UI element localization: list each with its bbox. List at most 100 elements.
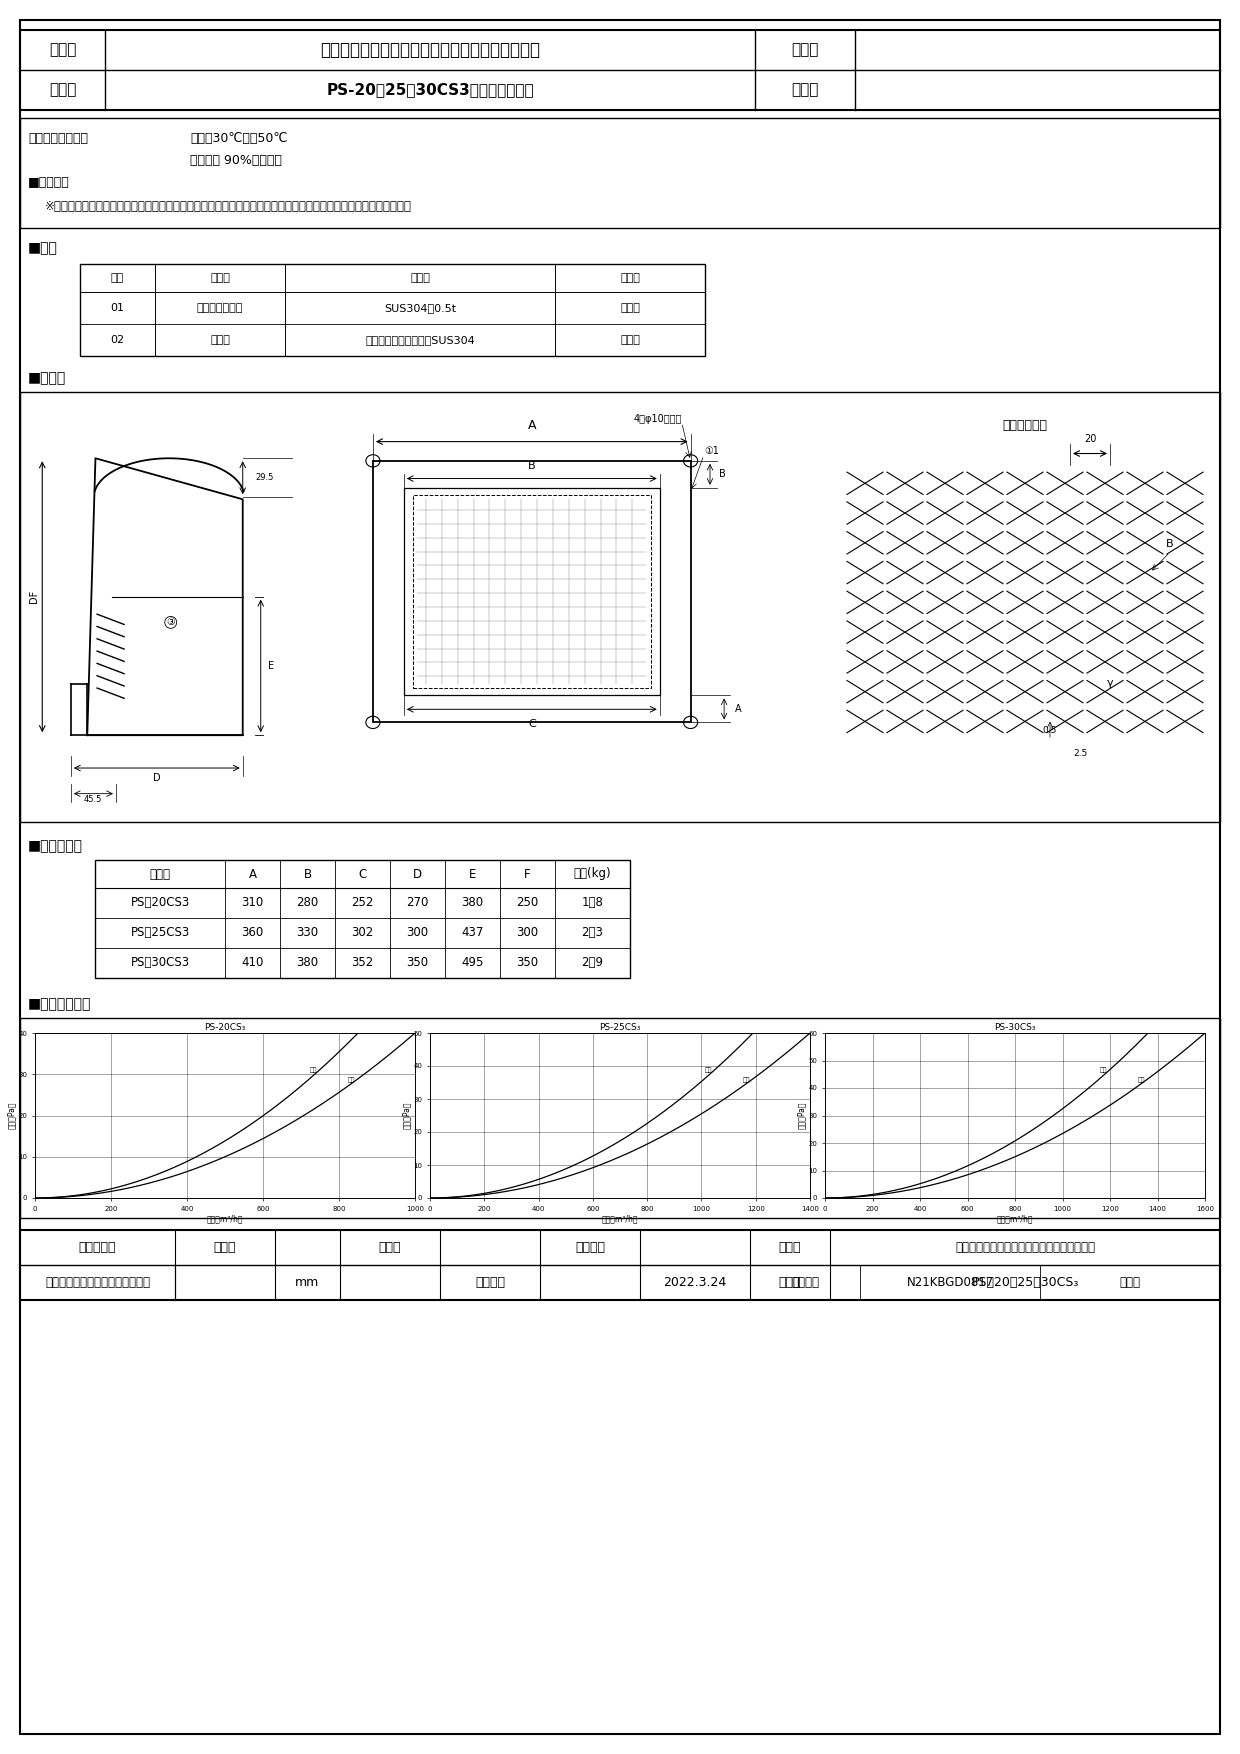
Text: 02: 02 xyxy=(110,335,124,346)
Text: 2．9: 2．9 xyxy=(582,956,604,970)
Text: ■圧力損失特性: ■圧力損失特性 xyxy=(29,996,92,1010)
Text: ■外形図: ■外形図 xyxy=(29,372,66,384)
Bar xyxy=(95,859,630,979)
Text: 350: 350 xyxy=(407,956,429,970)
Text: F: F xyxy=(525,868,531,881)
Text: 非比例尺: 非比例尺 xyxy=(475,1275,505,1289)
Text: 台　数: 台 数 xyxy=(791,42,818,58)
Text: 整理番号: 整理番号 xyxy=(791,1275,818,1289)
Text: 排気: 排気 xyxy=(310,1068,317,1073)
Text: 437: 437 xyxy=(461,926,484,940)
Text: B: B xyxy=(1166,538,1174,549)
Text: 品番: 品番 xyxy=(110,274,124,282)
Text: ※この商品は日本国内用ですので日本国外では使用できません。また日本国外ではアフターサービスもできません。: ※この商品は日本国内用ですので日本国外では使用できません。また日本国外ではアフタ… xyxy=(45,200,412,212)
Text: 280: 280 xyxy=(296,896,319,910)
Y-axis label: 静圧（Pa）: 静圧（Pa） xyxy=(6,1102,16,1130)
Text: 01: 01 xyxy=(110,303,124,312)
Title: PS-20CS₃: PS-20CS₃ xyxy=(205,1023,246,1031)
Text: DF: DF xyxy=(29,589,40,603)
Y-axis label: 静圧（Pa）: 静圧（Pa） xyxy=(402,1102,410,1130)
X-axis label: 風量（m³/h）: 風量（m³/h） xyxy=(601,1214,639,1224)
Text: ①1: ①1 xyxy=(704,446,719,456)
Bar xyxy=(404,488,660,696)
Text: C: C xyxy=(358,868,367,881)
Text: 給気: 給気 xyxy=(1138,1077,1146,1082)
Text: D: D xyxy=(413,868,422,881)
Text: 360: 360 xyxy=(242,926,264,940)
Text: 2．3: 2．3 xyxy=(582,926,604,940)
Text: ■注意事項: ■注意事項 xyxy=(29,177,69,189)
Bar xyxy=(20,1230,1220,1300)
Text: 仕様書: 仕様書 xyxy=(1120,1275,1141,1289)
Text: 相対湿度 90%以下屋外: 相対湿度 90%以下屋外 xyxy=(190,154,281,167)
Text: A: A xyxy=(248,868,257,881)
Text: PS－20CS3: PS－20CS3 xyxy=(130,896,190,910)
Text: 記　号: 記 号 xyxy=(791,82,818,98)
Text: ■仕様: ■仕様 xyxy=(29,240,58,254)
Text: 250: 250 xyxy=(516,896,538,910)
Text: C: C xyxy=(528,719,536,728)
Text: 330: 330 xyxy=(296,926,319,940)
Text: SUS304　0.5t: SUS304 0.5t xyxy=(384,303,456,312)
Text: PS-20・25・30CS3（標準タイプ）: PS-20・25・30CS3（標準タイプ） xyxy=(326,82,533,98)
Text: 第３角図法: 第３角図法 xyxy=(79,1242,117,1254)
Text: E: E xyxy=(268,661,274,672)
Text: 310: 310 xyxy=(242,896,264,910)
Text: 給気: 給気 xyxy=(348,1077,356,1082)
Text: A: A xyxy=(527,419,536,431)
Text: PS－25CS3: PS－25CS3 xyxy=(130,926,190,940)
Text: PS－20・25・30CS₃: PS－20・25・30CS₃ xyxy=(971,1275,1079,1289)
Bar xyxy=(20,30,1220,111)
Bar xyxy=(20,118,1220,228)
Text: 作成日付: 作成日付 xyxy=(575,1242,605,1254)
Text: 尺　度: 尺 度 xyxy=(378,1242,402,1254)
Text: 形　名: 形 名 xyxy=(150,868,171,881)
Text: ■変化寸法表: ■変化寸法表 xyxy=(29,838,83,852)
Text: B: B xyxy=(528,461,536,470)
Text: B: B xyxy=(719,470,725,479)
Text: 4－φ10取付穴: 4－φ10取付穴 xyxy=(634,414,682,423)
Text: 防鳥網: 防鳥網 xyxy=(210,335,229,346)
Text: γ: γ xyxy=(1106,679,1114,688)
Text: ③: ③ xyxy=(166,617,175,628)
Text: 380: 380 xyxy=(296,956,319,970)
Text: 品　名: 品 名 xyxy=(779,1242,801,1254)
Y-axis label: 静圧（Pa）: 静圧（Pa） xyxy=(796,1102,806,1130)
Text: 防鳥網　詳細: 防鳥網 詳細 xyxy=(1002,419,1048,431)
Text: 0.5: 0.5 xyxy=(1043,726,1058,735)
Text: 三菱電機株式会社　中津川製作所: 三菱電機株式会社 中津川製作所 xyxy=(45,1275,150,1289)
Text: 温度－30℃～＋50℃: 温度－30℃～＋50℃ xyxy=(190,132,288,144)
Text: mm: mm xyxy=(295,1275,320,1289)
Text: 350: 350 xyxy=(516,956,538,970)
Text: 排気: 排気 xyxy=(706,1068,713,1073)
Text: 302: 302 xyxy=(351,926,373,940)
Text: 品　名: 品 名 xyxy=(48,42,76,58)
Title: PS-25CS₃: PS-25CS₃ xyxy=(599,1023,641,1031)
Text: 380: 380 xyxy=(461,896,484,910)
Text: 三菱業務用有圧換気扇用給排気形ウェザーカバー: 三菱業務用有圧換気扇用給排気形ウェザーカバー xyxy=(320,40,539,60)
Text: 352: 352 xyxy=(351,956,373,970)
Text: E: E xyxy=(469,868,476,881)
Text: 29.5: 29.5 xyxy=(255,474,273,482)
Text: 252: 252 xyxy=(351,896,373,910)
Text: 270: 270 xyxy=(407,896,429,910)
Text: 材　料: 材 料 xyxy=(410,274,430,282)
Text: ウェザーカバー: ウェザーカバー xyxy=(197,303,243,312)
Text: 1．8: 1．8 xyxy=(582,896,604,910)
Text: 業務用有圧換気扇用給排気形ウェザーカバー: 業務用有圧換気扇用給排気形ウェザーカバー xyxy=(955,1242,1095,1254)
Text: 地金色: 地金色 xyxy=(620,303,640,312)
Bar xyxy=(20,391,1220,823)
Text: PS－30CS3: PS－30CS3 xyxy=(130,956,190,970)
Text: エキスパンドメタル　SUS304: エキスパンドメタル SUS304 xyxy=(365,335,475,346)
X-axis label: 風量（m³/h）: 風量（m³/h） xyxy=(207,1214,243,1224)
Bar xyxy=(20,1017,1220,1217)
Text: 300: 300 xyxy=(516,926,538,940)
Bar xyxy=(81,265,706,356)
Bar xyxy=(373,461,691,723)
Text: 300: 300 xyxy=(407,926,429,940)
Text: A: A xyxy=(735,703,742,714)
Title: PS-30CS₃: PS-30CS₃ xyxy=(994,1023,1035,1031)
Text: 20: 20 xyxy=(1084,435,1096,444)
Text: 地金色: 地金色 xyxy=(620,335,640,346)
Text: 形　名: 形 名 xyxy=(779,1275,801,1289)
